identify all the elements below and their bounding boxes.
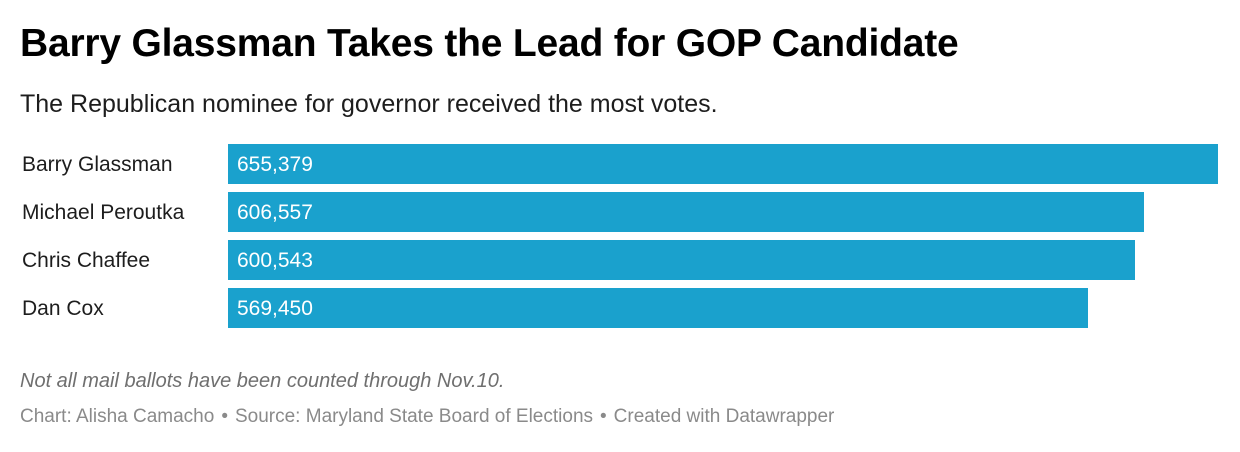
category-label: Michael Peroutka bbox=[22, 201, 185, 224]
value-label: 655,379 bbox=[237, 153, 313, 176]
chart-credit: Chart: Alisha Camacho bbox=[20, 406, 215, 427]
chart-footer: Chart: Alisha Camacho • Source: Maryland S… bbox=[20, 406, 834, 428]
bar bbox=[228, 240, 1135, 280]
value-label: 600,543 bbox=[237, 249, 313, 272]
category-label: Dan Cox bbox=[22, 297, 104, 320]
footer-separator: • bbox=[221, 406, 228, 427]
bar bbox=[228, 288, 1088, 328]
chart-subtitle: The Republican nominee for governor rece… bbox=[20, 90, 718, 118]
value-label: 606,557 bbox=[237, 201, 313, 224]
chart-note: Not all mail ballots have been counted t… bbox=[20, 370, 505, 392]
chart-title: Barry Glassman Takes the Lead for GOP Ca… bbox=[20, 22, 959, 65]
footer-separator: • bbox=[600, 406, 607, 427]
source-text: Source: Maryland State Board of Election… bbox=[234, 406, 594, 427]
bar bbox=[228, 192, 1144, 232]
category-label: Barry Glassman bbox=[22, 153, 173, 176]
bar bbox=[228, 144, 1218, 184]
value-label: 569,450 bbox=[237, 297, 313, 320]
datawrapper-credit: Created with Datawrapper bbox=[613, 406, 835, 427]
category-label: Chris Chaffee bbox=[22, 249, 150, 272]
